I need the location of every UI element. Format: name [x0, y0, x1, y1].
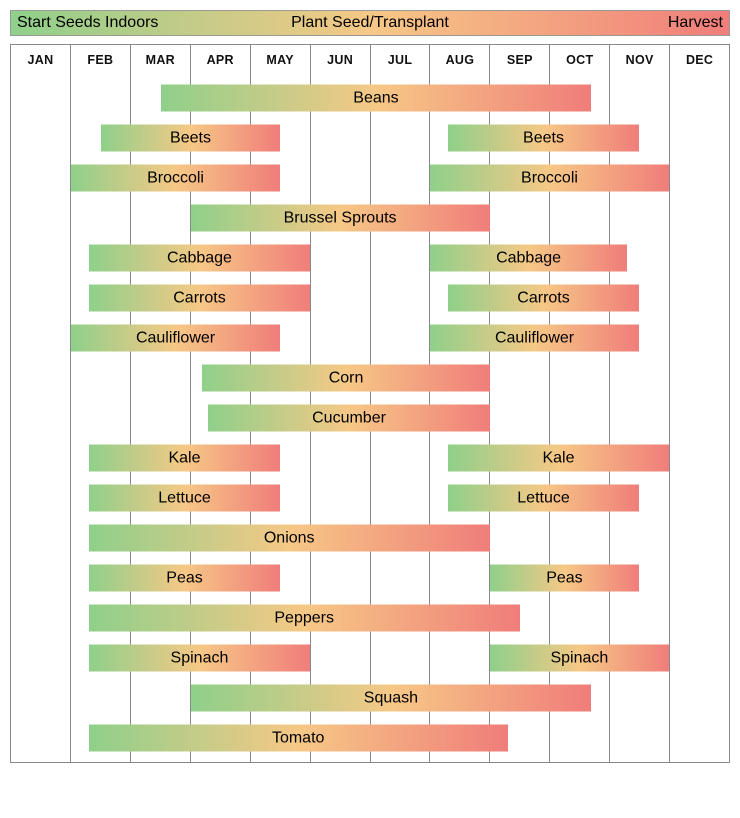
legend-right-label: Harvest [488, 14, 723, 32]
crop-bar: Lettuce [448, 485, 639, 512]
crop-row: Lettuce Lettuce [11, 478, 729, 518]
crop-label: Peppers [274, 609, 334, 627]
crop-label: Spinach [550, 649, 608, 667]
crop-label: Beans [353, 89, 398, 107]
crop-bar: Carrots [89, 285, 310, 312]
crop-bar: Carrots [448, 285, 639, 312]
crop-label: Tomato [272, 729, 324, 747]
crop-label: Beets [170, 129, 211, 147]
crop-bar: Onions [89, 525, 490, 552]
month-header: FEB [71, 45, 131, 74]
crop-bar: Cauliflower [430, 325, 639, 352]
month-header: JUL [371, 45, 431, 74]
crop-label: Cabbage [496, 249, 561, 267]
crop-bar: Beets [101, 125, 281, 152]
crop-label: Cauliflower [495, 329, 574, 347]
legend-center-label: Plant Seed/Transplant [252, 14, 487, 32]
crop-label: Lettuce [158, 489, 210, 507]
crop-row: Squash [11, 678, 729, 718]
legend-left-label: Start Seeds Indoors [17, 14, 252, 32]
month-header: AUG [430, 45, 490, 74]
crop-label: Squash [364, 689, 418, 707]
crop-label: Peas [546, 569, 582, 587]
crop-label: Carrots [517, 289, 569, 307]
crop-row: Cucumber [11, 398, 729, 438]
crop-row: Cauliflower Cauliflower [11, 318, 729, 358]
crop-bar: Kale [448, 445, 669, 472]
crop-label: Kale [168, 449, 200, 467]
month-header-row: JANFEBMARAPRMAYJUNJULAUGSEPOCTNOVDEC [10, 44, 730, 74]
crop-label: Beets [523, 129, 564, 147]
crop-label: Peas [166, 569, 202, 587]
crop-bar: Peas [89, 565, 280, 592]
chart-body: Beans Beets Beets Broccoli Broccoli Brussel S… [10, 74, 730, 763]
crop-bar: Corn [202, 365, 489, 392]
crop-row: Cabbage Cabbage [11, 238, 729, 278]
crop-label: Carrots [173, 289, 225, 307]
crop-bar: Spinach [89, 645, 310, 672]
crop-bar: Peppers [89, 605, 520, 632]
month-header: JAN [11, 45, 71, 74]
crop-bar: Brussel Sprouts [191, 205, 490, 232]
crop-label: Kale [542, 449, 574, 467]
crop-label: Broccoli [147, 169, 204, 187]
crop-bar: Cauliflower [71, 325, 280, 352]
crop-row: Kale Kale [11, 438, 729, 478]
crop-row: Peppers [11, 598, 729, 638]
crop-row: Carrots Carrots [11, 278, 729, 318]
crop-row: Brussel Sprouts [11, 198, 729, 238]
crop-row: Corn [11, 358, 729, 398]
month-header: APR [191, 45, 251, 74]
crop-bar: Beans [161, 85, 592, 112]
crop-bar: Broccoli [430, 165, 669, 192]
crop-label: Lettuce [517, 489, 569, 507]
month-header: JUN [311, 45, 371, 74]
chart-rows: Beans Beets Beets Broccoli Broccoli Brussel S… [11, 74, 729, 762]
crop-row: Tomato [11, 718, 729, 758]
crop-bar: Kale [89, 445, 280, 472]
crop-bar: Beets [448, 125, 639, 152]
crop-label: Cucumber [312, 409, 386, 427]
crop-label: Broccoli [521, 169, 578, 187]
crop-label: Spinach [171, 649, 229, 667]
month-header: NOV [610, 45, 670, 74]
crop-row: Broccoli Broccoli [11, 158, 729, 198]
crop-bar: Cucumber [208, 405, 489, 432]
crop-label: Onions [264, 529, 315, 547]
crop-row: Onions [11, 518, 729, 558]
crop-label: Cabbage [167, 249, 232, 267]
crop-row: Peas Peas [11, 558, 729, 598]
crop-row: Spinach Spinach [11, 638, 729, 678]
crop-bar: Tomato [89, 725, 508, 752]
crop-label: Brussel Sprouts [284, 209, 397, 227]
month-header: DEC [670, 45, 729, 74]
crop-bar: Squash [191, 685, 592, 712]
month-header: OCT [550, 45, 610, 74]
legend-bar: Start Seeds Indoors Plant Seed/Transplan… [10, 10, 730, 36]
crop-row: Beets Beets [11, 118, 729, 158]
crop-bar: Cabbage [89, 245, 310, 272]
month-header: SEP [490, 45, 550, 74]
planting-calendar-chart: Start Seeds Indoors Plant Seed/Transplan… [10, 10, 730, 763]
month-header: MAR [131, 45, 191, 74]
crop-bar: Peas [490, 565, 640, 592]
crop-bar: Lettuce [89, 485, 280, 512]
crop-label: Corn [329, 369, 364, 387]
crop-label: Cauliflower [136, 329, 215, 347]
crop-bar: Spinach [490, 645, 670, 672]
crop-bar: Cabbage [430, 245, 627, 272]
crop-row: Beans [11, 78, 729, 118]
month-header: MAY [251, 45, 311, 74]
crop-bar: Broccoli [71, 165, 280, 192]
